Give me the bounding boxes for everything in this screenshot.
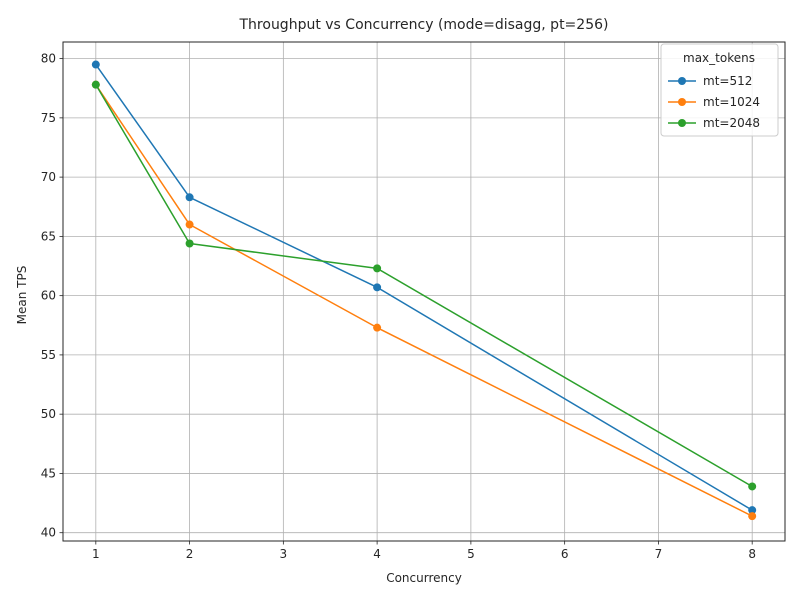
- data-point-mt=2048: [373, 264, 382, 273]
- x-axis: 1 2 3 4 5 6 7 8: [92, 541, 756, 561]
- y-tick-label: 70: [41, 170, 56, 184]
- plot-frame: [62, 41, 786, 542]
- legend-marker-mt=1024: [678, 98, 686, 106]
- x-tick-label: 5: [467, 547, 475, 561]
- x-tick-label: 2: [186, 547, 194, 561]
- series-line-mt=512: [95, 64, 753, 511]
- series-line-mt=1024: [95, 84, 753, 517]
- legend-label-mt=1024: mt=1024: [703, 95, 760, 109]
- x-tick-label: 8: [748, 547, 756, 561]
- x-axis-label: Concurrency: [386, 571, 462, 585]
- x-tick-label: 1: [92, 547, 100, 561]
- x-tick-label: 6: [561, 547, 569, 561]
- data-point-mt=1024: [373, 323, 382, 332]
- data-point-mt=1024: [748, 512, 757, 521]
- y-tick-label: 80: [41, 52, 56, 66]
- legend-marker-mt=2048: [678, 119, 686, 127]
- legend-items: mt=512 mt=1024 mt=2048: [668, 74, 760, 130]
- x-tick-label: 3: [280, 547, 288, 561]
- y-tick-label: 60: [41, 289, 56, 303]
- data-point-mt=512: [373, 283, 382, 292]
- y-tick-label: 45: [41, 466, 56, 480]
- y-tick-label: 75: [41, 111, 56, 125]
- series-group: [91, 60, 757, 521]
- data-point-mt=2048: [91, 80, 100, 89]
- x-tick-label: 7: [655, 547, 663, 561]
- y-tick-label: 55: [41, 348, 56, 362]
- y-tick-label: 40: [41, 526, 56, 540]
- data-point-mt=512: [748, 506, 757, 515]
- legend-label-mt=2048: mt=2048: [703, 116, 760, 130]
- y-tick-label: 65: [41, 229, 56, 243]
- legend-title: max_tokens: [683, 51, 755, 65]
- data-point-mt=512: [91, 60, 100, 69]
- data-point-mt=2048: [185, 239, 194, 248]
- chart-title: Throughput vs Concurrency (mode=disagg, …: [239, 17, 609, 33]
- legend: max_tokens mt=512 mt=1024 mt=2048: [660, 43, 779, 137]
- y-tick-label: 50: [41, 407, 56, 421]
- legend-label-mt=512: mt=512: [703, 74, 752, 88]
- y-axis: 40 45 50 55 60 65 70 75 80: [41, 52, 63, 540]
- x-tick-label: 4: [373, 547, 381, 561]
- data-point-mt=1024: [185, 220, 194, 229]
- legend-marker-mt=512: [678, 77, 686, 85]
- data-point-mt=512: [185, 193, 194, 202]
- series-line-mt=2048: [95, 84, 753, 488]
- y-axis-label: Mean TPS: [15, 266, 29, 325]
- legend-box: [660, 43, 779, 137]
- data-point-mt=2048: [748, 482, 757, 491]
